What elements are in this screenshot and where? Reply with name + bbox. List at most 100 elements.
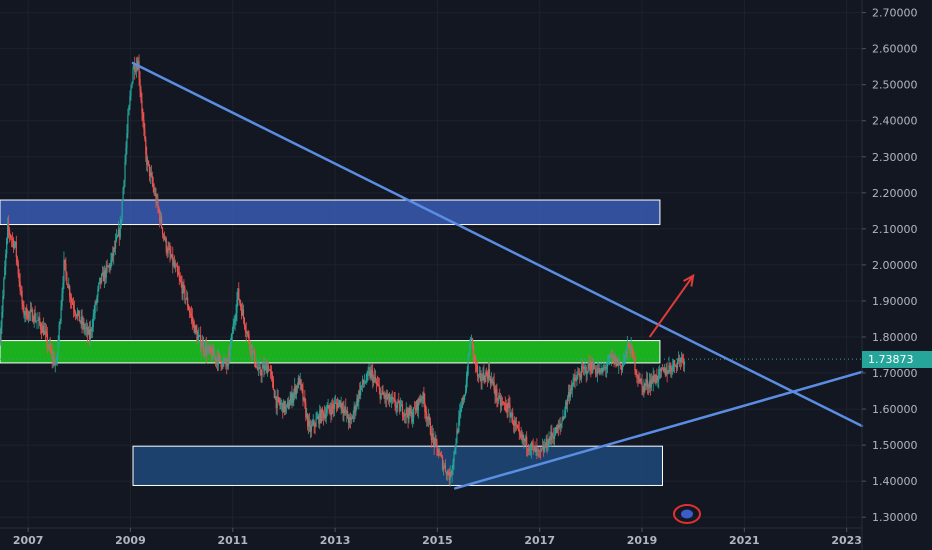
candle-body (270, 371, 273, 375)
candle-body (118, 229, 120, 238)
candle-body (362, 379, 365, 384)
candle-body (338, 400, 340, 403)
candle-body (423, 392, 425, 402)
candle-body (221, 366, 223, 368)
candle-body (650, 379, 652, 388)
candle-body (429, 421, 432, 435)
candle-body (317, 415, 319, 419)
candle-body (520, 434, 522, 438)
candle-body (522, 434, 524, 441)
candle-body (21, 290, 23, 304)
candle-body (249, 342, 251, 350)
candle-body (410, 411, 412, 415)
candle-body (310, 425, 312, 432)
price-zones (0, 199, 663, 486)
candle-body (275, 396, 277, 409)
candle-body (401, 404, 404, 416)
candle-body (143, 119, 145, 130)
candle-body (531, 442, 533, 446)
candle-body (403, 413, 405, 417)
candle-body (351, 418, 353, 419)
candle-body (61, 293, 63, 307)
candle-body (463, 397, 465, 400)
candle-body (178, 274, 180, 278)
candle-body (102, 272, 105, 282)
candle-body (678, 358, 681, 360)
candle-body (412, 417, 414, 423)
candle-body (406, 408, 408, 415)
candle-body (399, 401, 401, 412)
candle-body (511, 412, 513, 415)
candle-body (677, 358, 680, 361)
candle-body (12, 239, 15, 248)
candle-body (660, 368, 663, 372)
candle-body (683, 361, 686, 365)
support-zone-bottom (132, 445, 663, 486)
candle-body (145, 139, 147, 155)
candle-body (77, 310, 79, 313)
candle-body (38, 318, 40, 321)
candle-body (155, 193, 157, 204)
candle-body (184, 287, 186, 300)
candle-body (512, 412, 514, 425)
candle-body (620, 365, 623, 371)
price-axis[interactable]: 2.70000 2.60000 2.50000 2.40000 2.30000 2.200… (861, 0, 918, 550)
candle-body (409, 408, 411, 415)
candle-body (236, 299, 238, 314)
candle-body (672, 365, 674, 371)
candle-body (619, 362, 621, 365)
candle-body (175, 265, 178, 267)
candle-body (214, 356, 216, 357)
candle-body (374, 377, 377, 382)
candle-body (54, 363, 56, 366)
candle-body (75, 314, 78, 317)
candle-body (233, 322, 235, 325)
candle-body (495, 389, 497, 396)
candle-body (3, 278, 5, 296)
candle-body (20, 290, 22, 292)
candle-body (33, 313, 35, 322)
candle-body (26, 307, 28, 319)
candle-body (594, 368, 597, 374)
candle-body (41, 325, 44, 333)
candle-body (640, 378, 642, 382)
candle-body (260, 373, 262, 376)
candle-body (231, 333, 233, 335)
candle-body (299, 379, 301, 385)
candle-body (400, 405, 402, 412)
candle-body (53, 357, 55, 366)
candle-body (290, 393, 292, 401)
time-axis[interactable]: 2007 2009 2011 2013 2015 2017 2019 2021 2023 (0, 527, 862, 547)
candle-body (253, 351, 255, 352)
candle-body (11, 238, 14, 240)
candle-body (444, 465, 446, 472)
candle-body (25, 307, 27, 315)
candle-body (360, 386, 362, 396)
candle-body (292, 397, 294, 403)
candle-body (41, 329, 43, 333)
candle-body (30, 309, 32, 311)
candle-body (191, 315, 193, 322)
candle-body (19, 281, 21, 291)
candle-body (438, 455, 440, 456)
candle-body (334, 402, 337, 404)
candle-body (471, 338, 474, 345)
candle-body (182, 284, 184, 294)
candle-body (528, 450, 531, 451)
logo-icon[interactable] (673, 504, 701, 524)
candle-body (84, 328, 86, 330)
candle-body (433, 438, 435, 447)
candle-body (381, 390, 383, 394)
candle-body (475, 364, 478, 366)
candle-body (498, 395, 500, 401)
candle-body (76, 312, 78, 317)
candle-body (567, 391, 570, 398)
candle-body (521, 434, 523, 438)
candle-body (387, 397, 389, 400)
candle-body (386, 393, 388, 400)
candle-body (224, 359, 226, 361)
candle-body (172, 254, 174, 266)
candle-body (174, 262, 176, 268)
candle-body (529, 449, 532, 451)
